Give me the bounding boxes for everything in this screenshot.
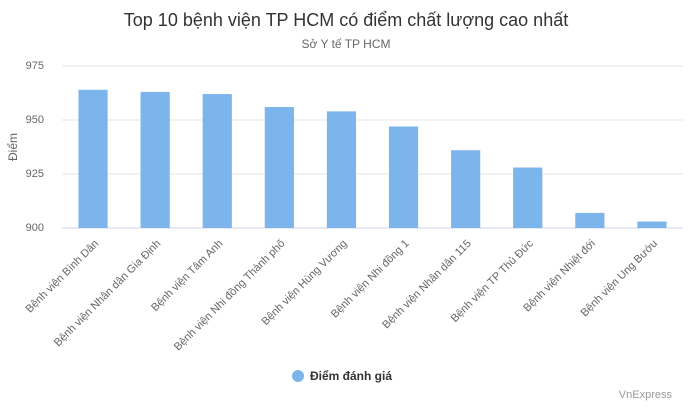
bar [140, 91, 170, 228]
y-tick-label: 925 [26, 168, 44, 180]
legend-marker [292, 370, 304, 382]
chart-subtitle: Sở Y tế TP HCM [301, 37, 390, 51]
bar [202, 94, 232, 228]
y-tick-label: 900 [26, 222, 44, 234]
y-axis-label: Điểm [6, 133, 20, 161]
bar [264, 107, 294, 228]
bar [451, 150, 481, 228]
y-tick-label: 950 [26, 114, 44, 126]
credit: VnExpress [619, 389, 673, 401]
bar [575, 212, 605, 228]
legend-label[interactable]: Điểm đánh giá [310, 369, 392, 383]
bar [326, 111, 357, 228]
bar [388, 126, 419, 228]
x-tick-label: Bệnh viện Nhân dân Gia Định [52, 238, 163, 349]
x-tick-label: Bệnh viện Nhi đồng Thành phố [172, 238, 288, 354]
chart-title: Top 10 bệnh viện TP HCM có điểm chất lượ… [124, 10, 568, 30]
y-tick-label: 975 [26, 60, 44, 72]
bar [513, 167, 543, 228]
bar [637, 221, 667, 228]
bar [78, 89, 108, 228]
